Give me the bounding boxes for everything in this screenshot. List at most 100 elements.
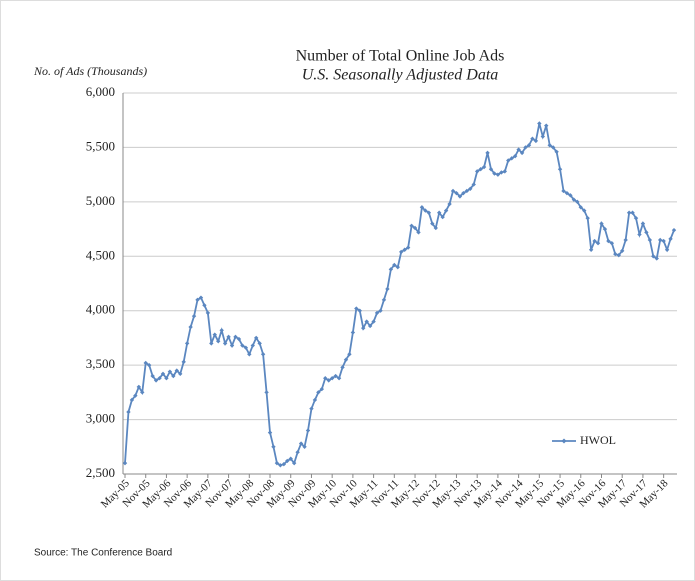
point — [582, 208, 587, 213]
point — [468, 186, 473, 191]
point — [557, 167, 563, 172]
point — [402, 247, 407, 252]
point — [260, 352, 266, 357]
point — [668, 236, 673, 242]
point — [419, 205, 425, 210]
point — [298, 441, 304, 446]
point — [644, 230, 649, 235]
point — [385, 286, 390, 292]
point — [547, 143, 552, 148]
point — [471, 182, 476, 187]
point — [181, 359, 186, 365]
point — [354, 306, 359, 311]
point — [319, 386, 325, 392]
point — [502, 169, 508, 174]
point — [640, 221, 646, 226]
point — [191, 313, 197, 319]
point — [544, 123, 549, 128]
point — [278, 463, 283, 468]
point — [405, 245, 411, 250]
point — [309, 406, 314, 411]
point — [146, 362, 152, 368]
point — [550, 145, 556, 150]
point — [578, 205, 583, 210]
point — [595, 241, 601, 246]
point — [361, 325, 366, 331]
point — [606, 238, 611, 244]
point — [426, 210, 432, 215]
point — [312, 397, 318, 403]
point — [499, 170, 504, 175]
point — [347, 352, 352, 357]
point — [157, 376, 162, 381]
point — [336, 376, 342, 381]
point — [412, 225, 418, 231]
point — [184, 341, 190, 346]
point — [592, 238, 597, 244]
point — [671, 227, 677, 233]
point — [171, 373, 176, 379]
point — [647, 237, 653, 243]
point — [302, 444, 307, 449]
point — [150, 373, 155, 379]
point — [188, 324, 193, 330]
point — [599, 221, 604, 226]
chart-subtitle: U.S. Seasonally Adjusted Data — [302, 67, 499, 84]
point — [236, 336, 242, 342]
point — [416, 230, 421, 235]
y-tick-label: 3,500 — [86, 356, 115, 371]
point — [343, 357, 349, 362]
y-axis-label: No. of Ads (Thousands) — [33, 64, 147, 78]
point — [423, 208, 428, 213]
point — [329, 376, 335, 381]
point — [288, 456, 293, 461]
point — [395, 264, 400, 270]
point — [291, 460, 297, 466]
point — [316, 390, 321, 395]
point — [602, 226, 608, 232]
point — [392, 262, 397, 268]
point — [160, 371, 166, 377]
point — [568, 193, 573, 198]
point — [167, 369, 173, 374]
point — [637, 232, 642, 237]
point — [533, 138, 539, 144]
point — [250, 343, 255, 348]
point — [274, 460, 280, 466]
point — [285, 458, 290, 464]
point — [136, 384, 142, 390]
y-tick-label: 2,500 — [86, 465, 115, 480]
legend-label: HWOL — [580, 433, 616, 447]
point — [229, 343, 235, 348]
y-tick-label: 3,000 — [86, 411, 115, 426]
point — [519, 150, 525, 156]
point — [219, 328, 224, 333]
point — [609, 241, 615, 246]
point — [450, 188, 456, 194]
point — [257, 341, 262, 346]
point — [464, 188, 470, 194]
point — [226, 334, 231, 340]
point — [247, 352, 252, 357]
point — [516, 147, 521, 152]
point — [367, 323, 373, 329]
point — [478, 167, 483, 172]
point — [126, 409, 131, 415]
point — [209, 341, 214, 346]
point — [271, 444, 276, 449]
point — [474, 169, 480, 174]
point — [485, 150, 490, 156]
point — [222, 341, 228, 346]
point — [326, 378, 331, 383]
point — [575, 199, 580, 205]
point — [564, 190, 570, 196]
point — [267, 430, 273, 435]
point — [202, 303, 207, 308]
point — [506, 158, 511, 163]
point — [295, 450, 300, 455]
point — [195, 297, 200, 303]
point — [233, 334, 238, 340]
point — [630, 210, 635, 215]
point — [178, 371, 183, 377]
point — [481, 164, 487, 170]
